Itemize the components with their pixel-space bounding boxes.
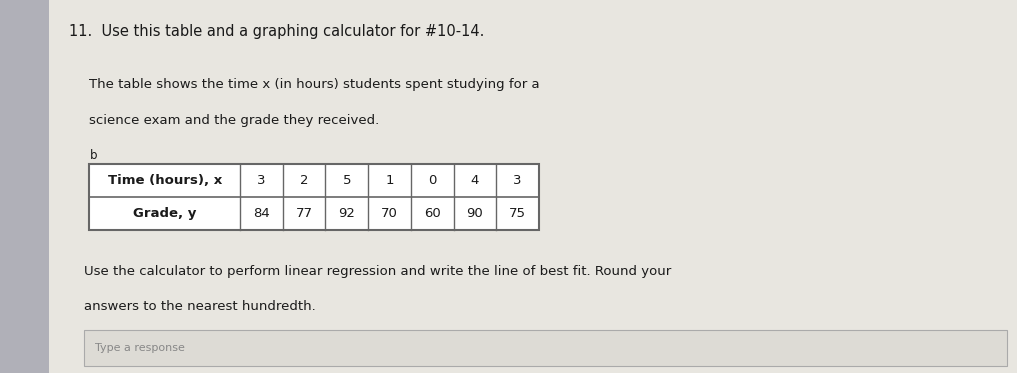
Text: Use the calculator to perform linear regression and write the line of best fit. : Use the calculator to perform linear reg… [84,265,671,278]
Text: Type a response: Type a response [95,343,184,353]
Text: 5: 5 [343,174,351,187]
Text: 90: 90 [467,207,483,220]
Text: The table shows the time x (in hours) students spent studying for a: The table shows the time x (in hours) st… [89,78,540,91]
Text: 11.  Use this table and a graphing calculator for #10-14.: 11. Use this table and a graphing calcul… [69,24,484,39]
Text: 77: 77 [296,207,312,220]
Text: 60: 60 [424,207,440,220]
Text: 75: 75 [510,207,526,220]
Text: Time (hours), x: Time (hours), x [108,174,222,187]
Text: science exam and the grade they received.: science exam and the grade they received… [89,114,379,127]
Bar [89,164,539,230]
Text: 2: 2 [300,174,308,187]
Text: 70: 70 [381,207,398,220]
Text: 1: 1 [385,174,394,187]
Text: 4: 4 [471,174,479,187]
Text: 0: 0 [428,174,436,187]
Text: answers to the nearest hundredth.: answers to the nearest hundredth. [84,300,316,313]
Text: b: b [89,149,97,162]
Text: Grade, y: Grade, y [133,207,196,220]
Text: 3: 3 [514,174,522,187]
Bar [0,0,49,373]
Text: 84: 84 [253,207,270,220]
Text: 92: 92 [339,207,355,220]
Text: 3: 3 [257,174,265,187]
Bar [84,330,1007,366]
